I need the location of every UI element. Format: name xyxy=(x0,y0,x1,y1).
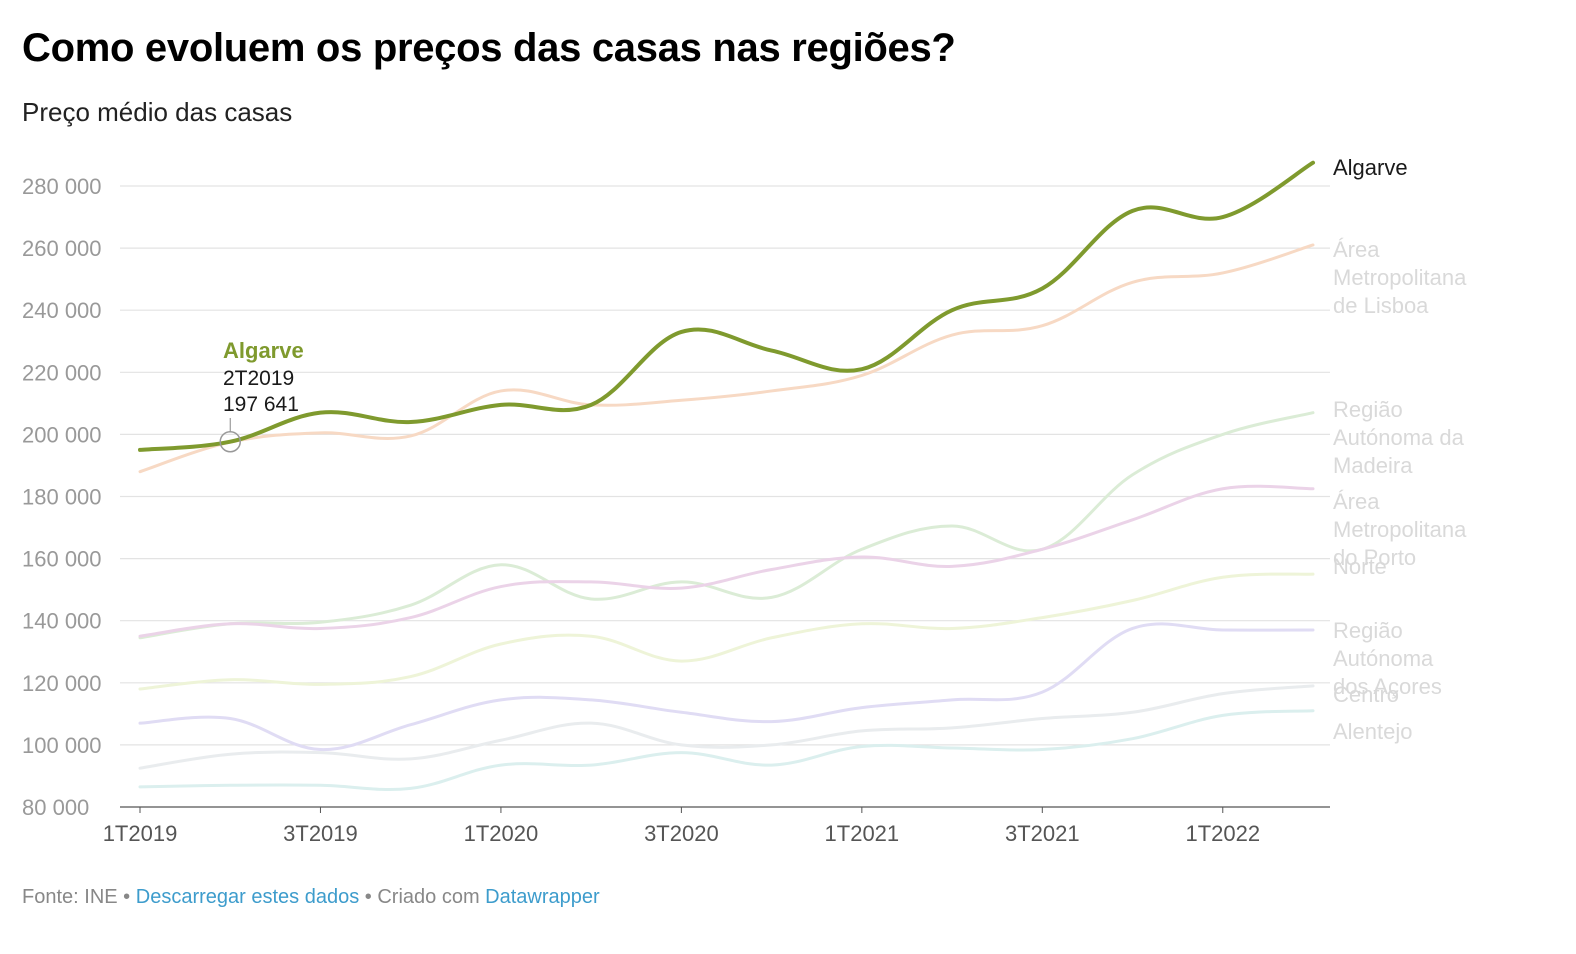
end-label-area-metropolitana-de-lisboa: Área Metropolitana de Lisboa xyxy=(1333,237,1467,318)
series-line-regiao-autonoma-da-madeira[interactable] xyxy=(138,411,1315,640)
y-tick-label: 240 000 xyxy=(22,298,102,323)
download-data-link[interactable]: Descarregar estes dados xyxy=(135,886,360,908)
end-label-centro: Centro xyxy=(1333,682,1399,707)
y-tick-label: 280 000 xyxy=(22,174,102,199)
hover-annotation: Algarve 2T2019 197 641 xyxy=(219,338,304,453)
y-tick-label: 160 000 xyxy=(22,547,102,572)
series-end-labels: Algarve Área Metropolitana de Lisboa Região A… xyxy=(1333,155,1467,744)
created-with-text: Criado com xyxy=(377,886,480,908)
end-label-line: Área xyxy=(1333,237,1380,262)
end-label-line: Região xyxy=(1333,397,1403,422)
x-tick-label: 1T2020 xyxy=(464,821,539,846)
end-label-line: Madeira xyxy=(1333,453,1413,478)
end-label-line: Norte xyxy=(1333,554,1387,579)
y-tick-label: 200 000 xyxy=(22,422,102,447)
x-tick-label: 3T2019 xyxy=(283,821,358,846)
series-lines xyxy=(138,160,1315,791)
x-tick-label: 1T2021 xyxy=(825,821,900,846)
end-label-line: Área xyxy=(1333,489,1380,514)
end-label-line: de Lisboa xyxy=(1333,293,1429,318)
y-tick-label: 80 000 xyxy=(22,795,89,820)
end-label-line: dos Açores xyxy=(1333,674,1442,699)
line-chart: 80 000 100 000 120 000 140 000 160 000 180 00… xyxy=(22,155,1467,846)
end-label-line: Metropolitana xyxy=(1333,517,1467,542)
end-label-alentejo: Alentejo xyxy=(1333,719,1413,744)
end-label-algarve: Algarve xyxy=(1333,155,1408,180)
annotation-value: 197 641 xyxy=(223,393,299,416)
source-text: Fonte: INE xyxy=(22,886,118,908)
series-line-regiao-autonoma-dos-acores[interactable] xyxy=(138,622,1315,752)
series-line-area-metropolitana-de-lisboa[interactable] xyxy=(138,243,1315,474)
separator: • xyxy=(123,886,131,908)
x-tick-label: 3T2021 xyxy=(1005,821,1080,846)
series-line-centro[interactable] xyxy=(138,684,1315,770)
gridlines xyxy=(120,185,1330,808)
annotation-period: 2T2019 xyxy=(223,367,294,390)
end-label-line: Centro xyxy=(1333,682,1399,707)
x-tick-label: 1T2022 xyxy=(1185,821,1260,846)
series-line-algarve[interactable] xyxy=(138,160,1315,452)
end-label-line: Autónoma xyxy=(1333,646,1434,671)
series-line-area-metropolitana-do-porto[interactable] xyxy=(138,484,1315,638)
x-axis: 1T2019 3T2019 1T2020 3T2020 1T2021 3T2021 1T20… xyxy=(103,807,1260,846)
y-tick-label: 120 000 xyxy=(22,671,102,696)
end-label-line: Autónoma da xyxy=(1333,425,1465,450)
y-tick-label: 220 000 xyxy=(22,360,102,385)
y-axis: 80 000 100 000 120 000 140 000 160 000 180 00… xyxy=(22,174,102,820)
chart-title: Como evoluem os preços das casas nas reg… xyxy=(22,26,956,70)
end-label-regiao-autonoma-da-madeira: Região Autónoma da Madeira xyxy=(1333,397,1465,478)
annotation-marker[interactable] xyxy=(219,430,241,453)
series-line-alentejo[interactable] xyxy=(138,709,1315,791)
end-label-line: Algarve xyxy=(1333,155,1408,180)
x-tick-label: 1T2019 xyxy=(103,821,178,846)
end-label-line: Alentejo xyxy=(1333,719,1413,744)
x-tick-label: 3T2020 xyxy=(644,821,719,846)
chart-footer: Fonte: INE • Descarregar estes dados • C… xyxy=(22,886,600,909)
end-label-line: do Porto xyxy=(1333,545,1416,570)
datawrapper-link[interactable]: Datawrapper xyxy=(485,886,600,908)
end-label-line: Metropolitana xyxy=(1333,265,1467,290)
y-tick-label: 140 000 xyxy=(22,609,102,634)
chart-subtitle: Preço médio das casas xyxy=(22,97,293,127)
y-tick-label: 260 000 xyxy=(22,236,102,261)
annotation-series-name: Algarve xyxy=(223,338,304,363)
end-label-area-metropolitana-do-porto: Área Metropolitana do Porto xyxy=(1333,489,1467,570)
end-label-line: Região xyxy=(1333,618,1403,643)
separator: • xyxy=(364,886,372,908)
y-tick-label: 180 000 xyxy=(22,485,102,510)
series-line-norte[interactable] xyxy=(138,572,1315,691)
end-label-norte: Norte xyxy=(1333,554,1387,579)
y-tick-label: 100 000 xyxy=(22,733,102,758)
end-label-regiao-autonoma-dos-acores: Região Autónoma dos Açores xyxy=(1333,618,1442,699)
